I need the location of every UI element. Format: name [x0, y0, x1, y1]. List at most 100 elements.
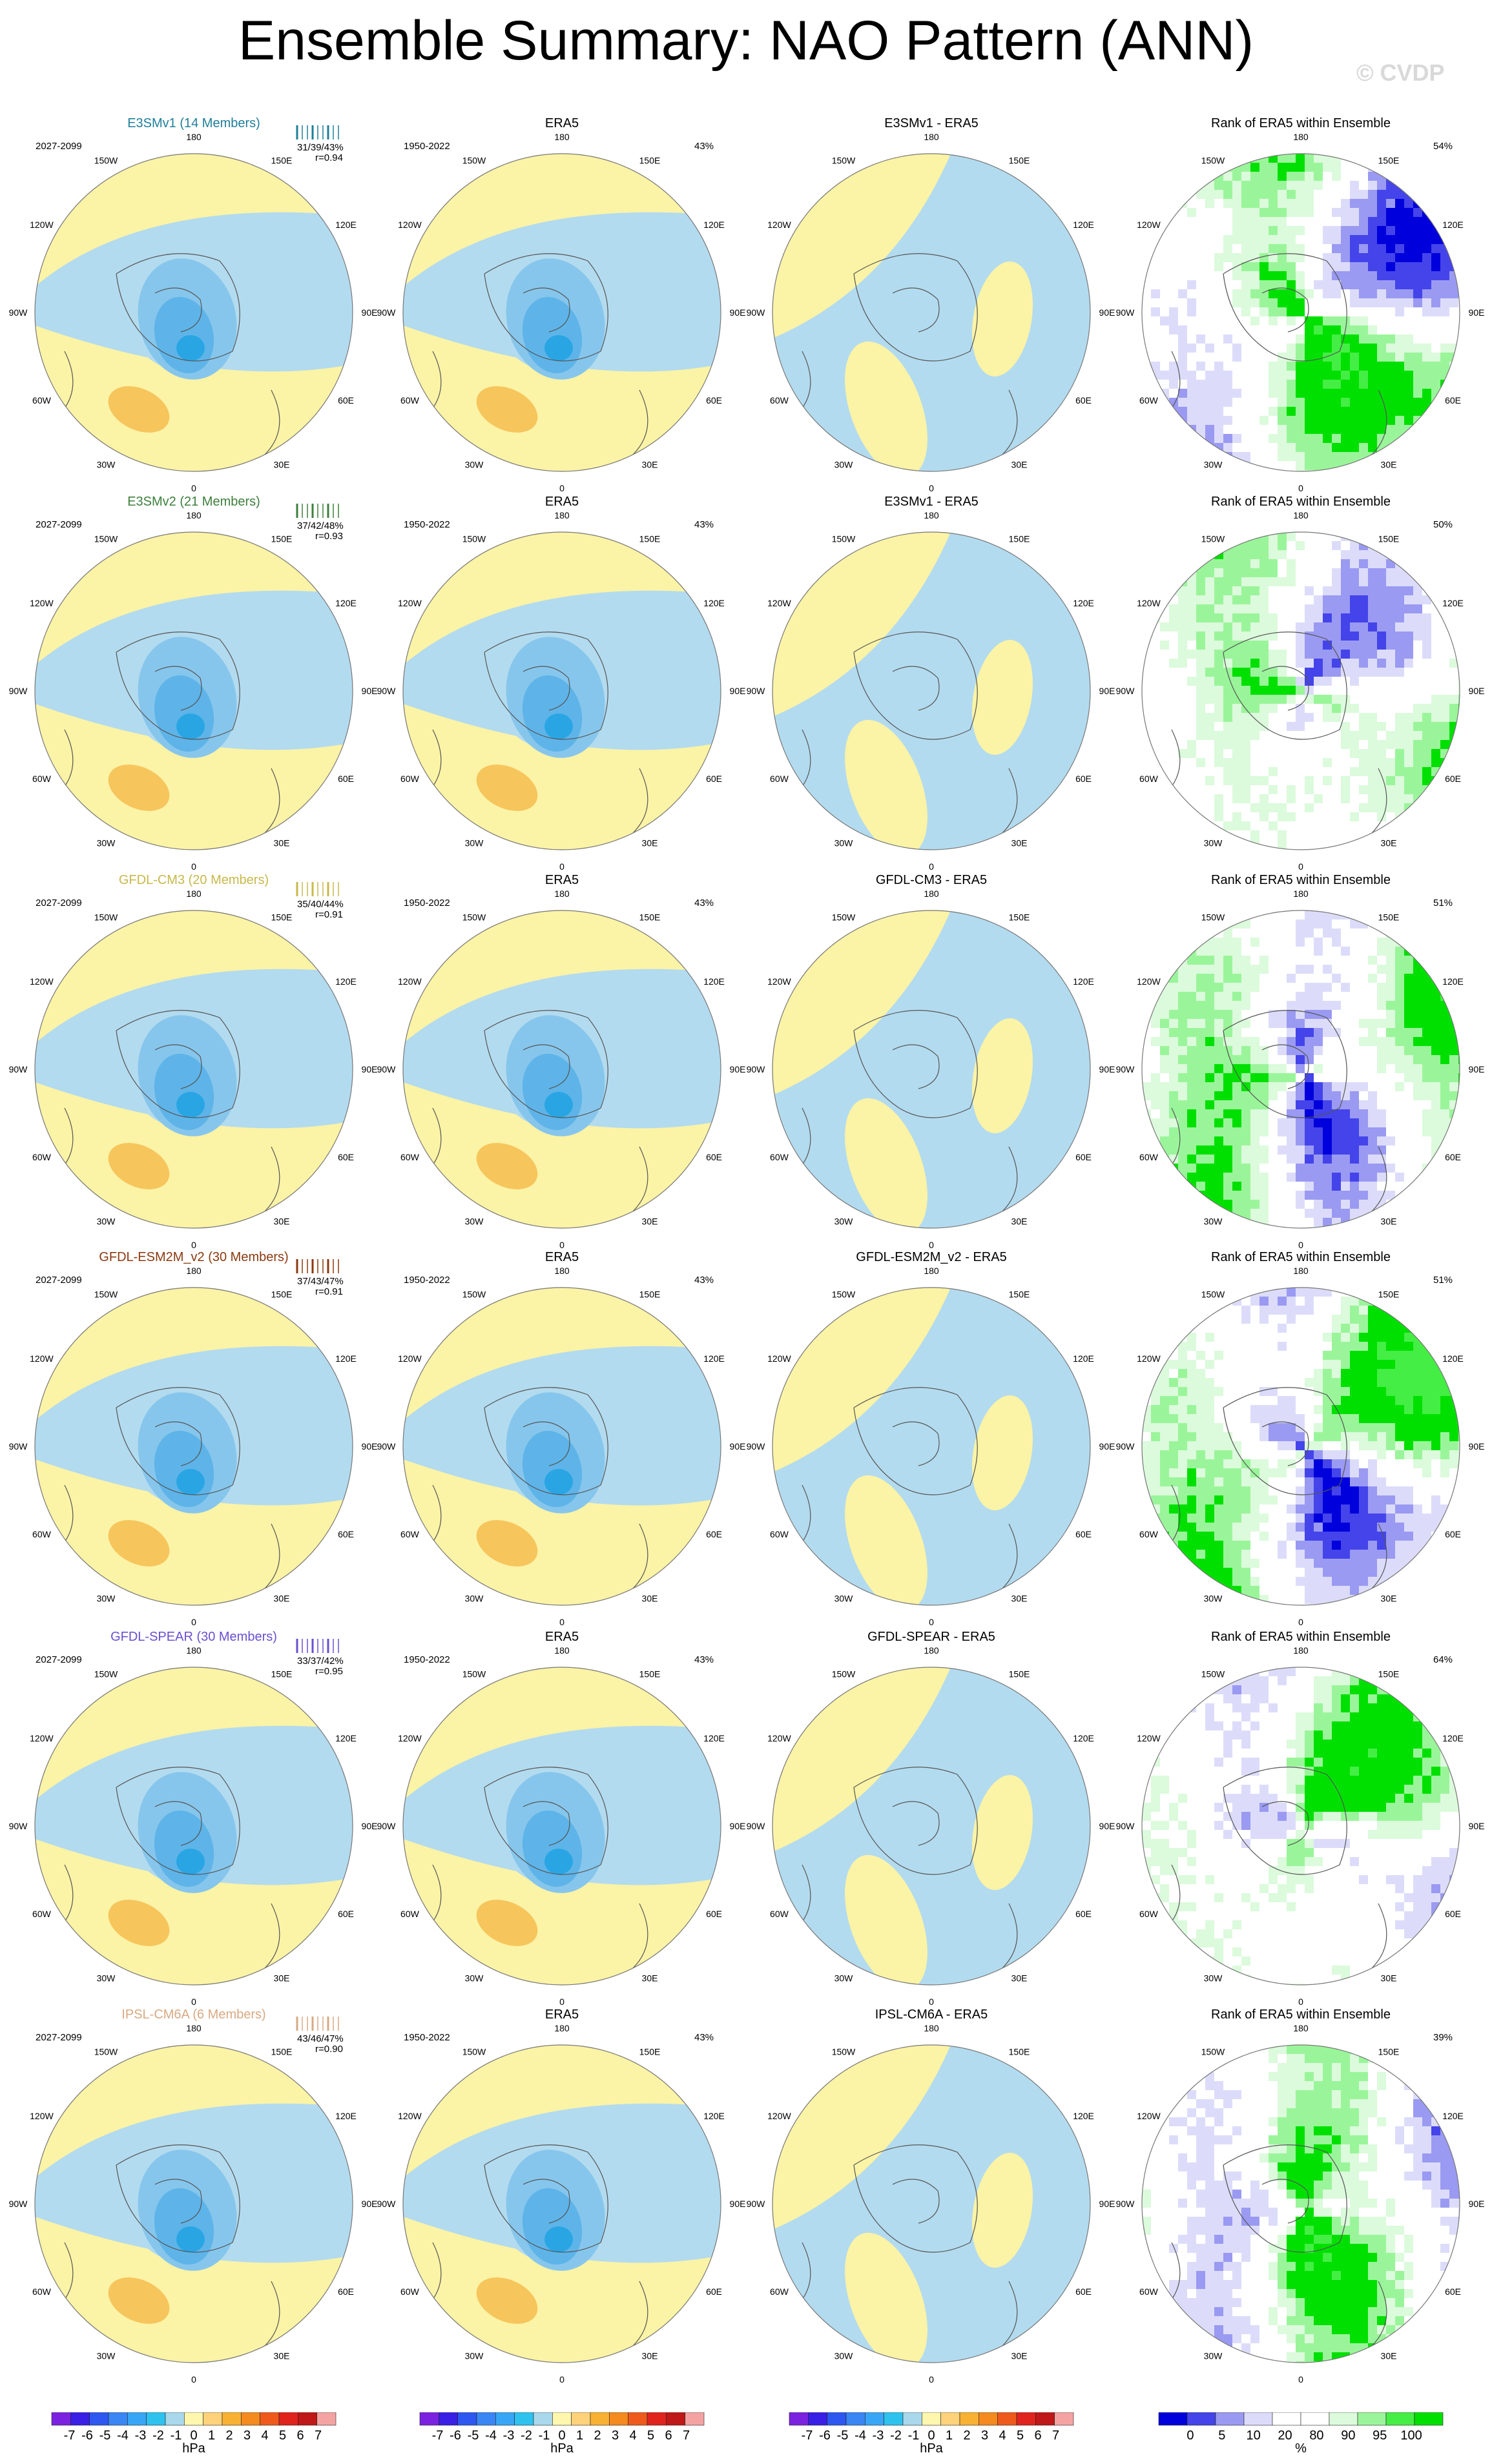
longitude-label: 30W — [465, 1973, 484, 1984]
colorbar-label: -1 — [908, 2428, 920, 2443]
colorbar-swatch — [439, 2412, 457, 2425]
longitude-label: 90E — [1469, 686, 1485, 696]
longitude-label: 30E — [274, 1594, 290, 1604]
longitude-label: 60W — [1139, 395, 1159, 406]
longitude-label: 30W — [834, 1217, 854, 1227]
longitude-label: 30E — [642, 1217, 658, 1227]
longitude-label: 120W — [1137, 598, 1161, 608]
longitude-label: 150W — [462, 2046, 486, 2057]
longitude-label: 60W — [770, 774, 789, 784]
colorbar-swatch — [552, 2412, 571, 2425]
colorbar-swatch — [279, 2412, 298, 2425]
longitude-label: 30E — [1381, 460, 1397, 470]
colorbar-label: -3 — [503, 2428, 515, 2443]
longitude-label: 150E — [639, 1289, 661, 1299]
longitude-label: 150W — [832, 1668, 856, 1679]
colorbar-label: 10 — [1247, 2428, 1261, 2443]
longitude-label: 150E — [271, 155, 293, 165]
colorbar-label: 7 — [683, 2428, 690, 2443]
colorbar-label: -7 — [64, 2428, 76, 2443]
longitude-label: 120E — [1442, 220, 1464, 230]
longitude-label: 120W — [1137, 1733, 1161, 1743]
colorbar-label: 0 — [927, 2428, 935, 2443]
colorbar-swatch — [609, 2412, 628, 2425]
longitude-label: 60W — [1139, 1152, 1159, 1162]
colorbar-swatch — [260, 2412, 279, 2425]
longitude-label: 180 — [1293, 888, 1309, 899]
colorbar-label: 95 — [1373, 2428, 1387, 2443]
longitude-label: 60E — [1445, 1152, 1461, 1162]
longitude-label: 60E — [706, 2286, 722, 2297]
longitude-label: 150E — [1009, 155, 1030, 165]
longitude-label: 90W — [9, 1064, 28, 1074]
colorbar-label: 0 — [190, 2428, 197, 2443]
longitude-label: 30W — [834, 2351, 854, 2361]
longitude-label: 60E — [706, 1909, 722, 1919]
colorbar-swatch — [827, 2412, 846, 2425]
longitude-label: 30W — [1204, 838, 1223, 848]
colorbar-label: -7 — [802, 2428, 813, 2443]
longitude-label: 60W — [32, 395, 52, 406]
longitude-label: 90E — [1469, 1441, 1485, 1452]
longitude-label: 90E — [1469, 307, 1485, 318]
longitude-label: 60W — [1139, 774, 1159, 784]
longitude-label: 60W — [1139, 2286, 1159, 2297]
longitude-label: 180 — [186, 2023, 202, 2033]
colorbar-swatch — [1035, 2412, 1054, 2425]
longitude-label: 180 — [924, 1266, 939, 1276]
longitude-label: 60W — [32, 774, 52, 784]
colorbar-label: 4 — [999, 2428, 1006, 2443]
colorbar-label: -6 — [819, 2428, 831, 2443]
longitude-label: 150W — [94, 155, 118, 165]
longitude-label: 90W — [377, 1821, 397, 1831]
longitude-label: 150W — [94, 1668, 118, 1679]
longitude-label: 30W — [1204, 1217, 1223, 1227]
longitude-label: 150E — [1009, 1289, 1030, 1299]
longitude-label: 180 — [924, 888, 939, 899]
longitude-label: 90E — [1469, 1821, 1485, 1831]
longitude-label: 30W — [465, 1217, 484, 1227]
colorbar-label: 5 — [279, 2428, 286, 2443]
colorbar-swatch — [1301, 2412, 1329, 2425]
colorbar-label: 3 — [243, 2428, 251, 2443]
longitude-label: 60E — [1445, 1529, 1461, 1539]
longitude-label: 0 — [191, 2374, 196, 2385]
colorbar-swatch — [998, 2412, 1017, 2425]
longitude-label: 150E — [1009, 533, 1030, 544]
longitude-label: 60E — [706, 774, 722, 784]
longitude-label: 30E — [1381, 2351, 1397, 2361]
longitude-label: 90W — [747, 307, 766, 318]
colorbar-swatch — [1272, 2412, 1301, 2425]
longitude-label: 60W — [400, 2286, 420, 2297]
longitude-label: 30E — [642, 1973, 658, 1984]
longitude-label: 60W — [400, 1529, 420, 1539]
colorbar-label: 7 — [315, 2428, 322, 2443]
colorbar-swatch — [941, 2412, 960, 2425]
colorbar-label: -2 — [890, 2428, 902, 2443]
nao-center-contour-3 — [176, 1092, 205, 1118]
longitude-label: 30W — [834, 1973, 854, 1984]
nao-center-contour-3 — [544, 2226, 573, 2252]
longitude-label: 150E — [1009, 1668, 1030, 1679]
colorbar-label: -2 — [521, 2428, 532, 2443]
longitude-label: 90W — [1116, 2199, 1135, 2209]
colorbar-swatch — [1414, 2412, 1443, 2425]
longitude-label: 90W — [1116, 307, 1135, 318]
longitude-label: 150W — [94, 912, 118, 922]
colorbar-swatch — [903, 2412, 922, 2425]
colorbar-label: -5 — [837, 2428, 849, 2443]
colorbar-swatch — [960, 2412, 979, 2425]
longitude-label: 120W — [767, 220, 791, 230]
longitude-label: 90W — [747, 1064, 766, 1074]
